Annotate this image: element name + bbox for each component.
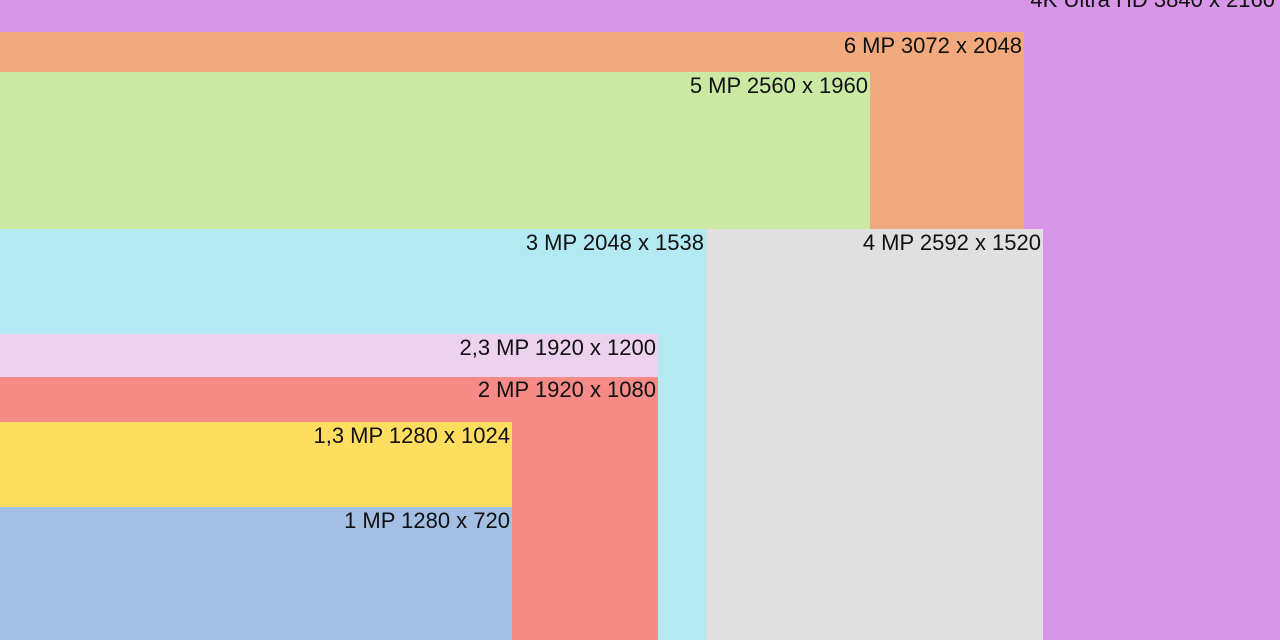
label: 2 MP 1920 x 1080 [477,377,656,402]
rect-1mp: 1 MP 1280 x 720 [0,507,512,640]
label: 4 MP 2592 x 1520 [862,230,1041,255]
label: 6 MP 3072 x 2048 [843,33,1022,58]
label: 2,3 MP 1920 x 1200 [459,335,656,360]
label: 4K Ultra HD 3840 x 2160 [1030,0,1275,13]
label: 5 MP 2560 x 1960 [689,73,868,98]
label: 1,3 MP 1280 x 1024 [313,423,510,448]
label: 3 MP 2048 x 1538 [525,230,704,255]
label: 1 MP 1280 x 720 [344,508,510,533]
